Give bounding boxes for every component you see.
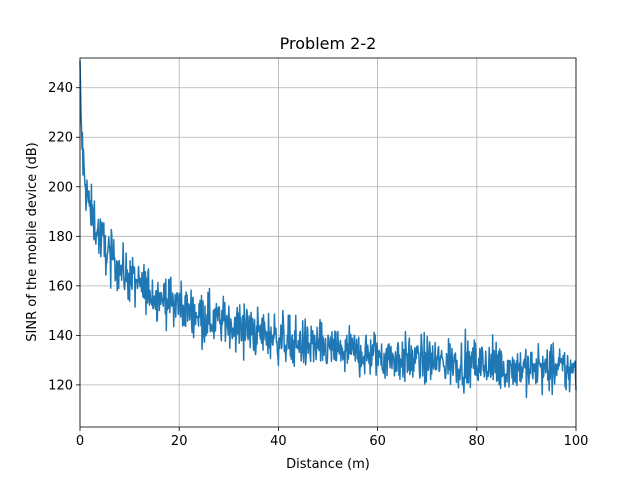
y-tick-label: 240 (48, 81, 73, 96)
y-axis-label: SINR of the mobile device (dB) (25, 142, 40, 341)
plot-frame (79, 57, 577, 428)
y-tick-label: 180 (48, 230, 73, 245)
grid (79, 58, 577, 427)
y-tick-label: 160 (48, 279, 73, 294)
x-tick-label: 100 (564, 434, 589, 449)
x-tick-label: 40 (270, 434, 287, 449)
series-layer (79, 60, 577, 399)
axis-ticks: 0 20 40 60 80 100 120 140 160 180 200 220 240 (48, 81, 588, 449)
x-tick-label: 80 (469, 434, 486, 449)
x-tick-label: 60 (369, 434, 386, 449)
x-tick-label: 0 (76, 434, 84, 449)
series-line (79, 60, 577, 399)
y-tick-label: 200 (48, 180, 73, 195)
y-tick-label: 220 (48, 131, 73, 146)
y-tick-label: 140 (48, 329, 73, 344)
y-tick-label: 120 (48, 378, 73, 393)
x-axis-label: Distance (m) (286, 457, 370, 472)
x-tick-label: 20 (171, 434, 188, 449)
chart-title: Problem 2-2 (280, 34, 377, 53)
